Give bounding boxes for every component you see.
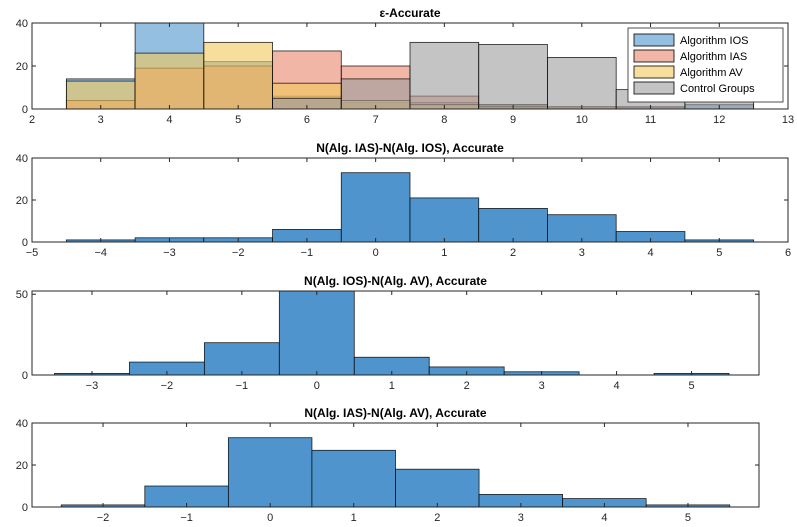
x-tick-label: 1 — [351, 512, 357, 524]
y-tick-label: 50 — [16, 289, 28, 301]
chart-panel-2: −5 −4 −3 −2 −1 0 1 2 3 4 5 6 0 20 40 N(Alg. IAS)-N(Alg.… — [16, 141, 791, 259]
bar — [340, 78, 411, 109]
x-tick-label: 0 — [314, 380, 320, 392]
bar — [278, 291, 355, 375]
bar — [203, 41, 273, 109]
legend-label: Algorithm AV — [680, 67, 743, 79]
x-tick-label: 2 — [29, 114, 35, 126]
x-tick-label: 9 — [510, 114, 516, 126]
y-tick-label: 0 — [22, 370, 28, 382]
x-tick-label: −2 — [161, 380, 174, 392]
legend-swatch — [633, 65, 675, 79]
bar — [409, 41, 480, 109]
x-tick-label: 3 — [518, 512, 524, 524]
bar — [340, 172, 411, 242]
x-tick-label: 7 — [373, 114, 379, 126]
chart-title: N(Alg. IOS)-N(Alg. AV), Accurate — [304, 274, 487, 288]
y-tick-label: 0 — [22, 237, 28, 249]
x-tick-label: 6 — [304, 114, 310, 126]
legend-swatch — [633, 49, 675, 63]
bar — [615, 231, 686, 242]
x-tick-label: −3 — [163, 247, 176, 259]
y-tick-label: 40 — [16, 153, 28, 165]
legend-label: Control Groups — [680, 83, 755, 95]
chart-panel-4: −2 −1 0 1 2 3 4 5 0 20 40 N(Alg. IAS)-N(Alg. AV), A… — [16, 406, 760, 524]
legend-label: Algorithm IOS — [680, 35, 748, 47]
legend-swatch — [633, 81, 675, 95]
x-tick-label: 2 — [464, 380, 470, 392]
x-tick-label: −5 — [26, 247, 39, 259]
x-tick-label: 1 — [441, 247, 447, 259]
x-tick-label: 4 — [166, 114, 172, 126]
bar — [547, 57, 617, 109]
x-tick-label: 4 — [647, 247, 653, 259]
x-tick-label: 5 — [716, 247, 722, 259]
chart-title: N(Alg. IAS)-N(Alg. IOS), Accurate — [316, 141, 504, 155]
bar — [547, 214, 617, 242]
y-tick-label: 0 — [22, 104, 28, 116]
x-tick-label: 4 — [601, 512, 607, 524]
x-tick-label: −3 — [86, 380, 99, 392]
bar — [478, 207, 548, 242]
x-tick-label: 13 — [782, 114, 794, 126]
x-tick-label: 3 — [539, 380, 545, 392]
x-tick-label: −1 — [236, 380, 249, 392]
x-tick-label: 5 — [685, 512, 691, 524]
x-tick-label: 8 — [441, 114, 447, 126]
x-tick-label: 2 — [434, 512, 440, 524]
x-tick-label: 2 — [510, 247, 516, 259]
legend: Algorithm IOS Algorithm IAS Algorithm AV Co… — [627, 27, 784, 103]
x-tick-label: 5 — [688, 380, 694, 392]
bar — [311, 449, 396, 507]
chart-title: ε-Accurate — [379, 6, 440, 20]
bar — [478, 44, 548, 109]
x-tick-label: 0 — [267, 512, 273, 524]
y-tick-label: 20 — [16, 460, 28, 472]
bar — [562, 498, 647, 507]
x-tick-label: −2 — [232, 247, 245, 259]
x-tick-label: −2 — [97, 512, 110, 524]
legend-swatch — [633, 33, 675, 47]
y-tick-label: 40 — [16, 418, 28, 430]
chart-panel-1: 2 3 4 5 6 7 8 9 10 11 12 13 0 20 40 ε-Accurate Algorithm… — [16, 6, 794, 126]
bar — [65, 80, 136, 109]
x-tick-label: −1 — [301, 247, 314, 259]
chart-title: N(Alg. IAS)-N(Alg. AV), Accurate — [304, 406, 487, 420]
bar — [395, 468, 480, 507]
x-tick-label: 4 — [614, 380, 620, 392]
bar — [227, 437, 313, 507]
bar — [203, 342, 280, 375]
y-tick-label: 0 — [22, 502, 28, 514]
x-tick-label: 6 — [785, 247, 791, 259]
bar — [409, 197, 480, 242]
x-tick-label: 3 — [98, 114, 104, 126]
x-tick-label: 10 — [576, 114, 588, 126]
y-tick-label: 20 — [16, 195, 28, 207]
x-tick-label: 11 — [645, 114, 656, 126]
x-tick-label: 12 — [713, 114, 725, 126]
x-tick-label: 5 — [235, 114, 241, 126]
x-tick-label: 1 — [389, 380, 395, 392]
legend-label: Algorithm IAS — [680, 51, 747, 63]
y-tick-label: 20 — [16, 61, 28, 73]
bar — [134, 52, 205, 109]
x-tick-label: 0 — [373, 247, 379, 259]
x-tick-label: −1 — [180, 512, 193, 524]
x-tick-label: −4 — [94, 247, 107, 259]
axes-box — [31, 290, 760, 376]
x-tick-label: 3 — [579, 247, 585, 259]
y-tick-label: 40 — [16, 18, 28, 30]
bar — [353, 356, 430, 375]
